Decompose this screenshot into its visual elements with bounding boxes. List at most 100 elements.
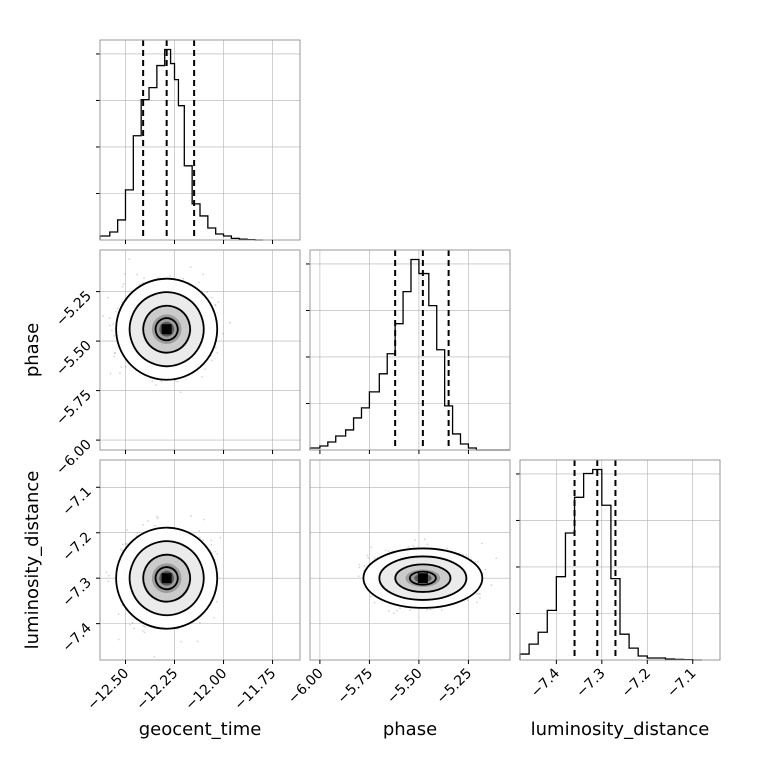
scatter-point [229, 321, 231, 324]
y-tick-label-luminosity_distance: −7.2 [59, 529, 94, 564]
contour-line [154, 317, 179, 342]
y-tick-label-phase: −5.75 [53, 387, 95, 429]
histogram-step-phase [309, 258, 510, 451]
scatter-point [155, 384, 158, 386]
scatter-point [373, 557, 376, 560]
scatter-point [358, 566, 361, 569]
scatter-point [426, 608, 428, 611]
scatter-point [407, 546, 410, 548]
scatter-point [198, 281, 201, 284]
scatter-point [490, 584, 493, 587]
contour-line [115, 526, 219, 630]
x-tick-label-phase: −5.75 [335, 666, 377, 708]
scatter-point [156, 515, 158, 518]
x-tick-label-geocent_time: −12.25 [133, 666, 181, 714]
scatter-point [179, 391, 182, 394]
scatter-point [151, 380, 154, 382]
scatter-point [128, 258, 131, 261]
panel-content [95, 460, 300, 660]
histogram-panel-geocent_time [96, 39, 301, 244]
histogram-panel-luminosity_distance [516, 459, 721, 664]
scatter-point [479, 593, 481, 596]
scatter-point [136, 531, 139, 534]
scatter-point [129, 624, 131, 626]
x-tick-label-luminosity_distance: −7.1 [664, 666, 699, 701]
scatter-point [409, 609, 411, 612]
scatter-point [203, 518, 206, 521]
scatter-point [117, 638, 120, 641]
panel-content [310, 460, 510, 660]
scatter-point [475, 593, 478, 595]
scatter-point [120, 366, 122, 368]
scatter-point [113, 334, 116, 337]
y-tick-label-phase: −5.50 [53, 338, 95, 380]
scatter-point [210, 539, 212, 542]
panel-content [98, 250, 300, 450]
scatter-point [95, 572, 97, 574]
contour-line [394, 563, 452, 593]
scatter-point [477, 560, 479, 563]
scatter-point [474, 561, 477, 563]
scatter-point [198, 530, 201, 532]
scatter-panel-luminosity_distance-vs-phase [309, 459, 511, 664]
scatter-panel-luminosity_distance-vs-geocent_time [95, 459, 301, 664]
scatter-point [160, 380, 163, 383]
scatter-point [370, 595, 372, 598]
contour-line [142, 553, 191, 603]
scatter-point [210, 296, 213, 299]
scatter-point [446, 547, 448, 550]
scatter-point [111, 329, 113, 332]
scatter-point [107, 296, 109, 299]
scatter-point [153, 656, 156, 658]
y-tick-label-luminosity_distance: −7.4 [59, 620, 94, 655]
y-axis-label-phase: phase [22, 323, 43, 377]
density-peak [161, 573, 172, 584]
density-peak [417, 573, 428, 584]
scatter-point [393, 612, 396, 614]
scatter-point [117, 613, 120, 616]
scatter-point [202, 273, 205, 276]
scatter-point [154, 525, 156, 527]
scatter-point [495, 557, 498, 560]
scatter-panel-phase-vs-geocent_time [96, 249, 301, 454]
scatter-point [121, 604, 124, 607]
scatter-point [141, 630, 144, 632]
scatter-point [157, 517, 159, 520]
x-tick-label-phase: −5.50 [384, 666, 426, 708]
x-axis-label-phase: phase [383, 719, 437, 740]
scatter-point [222, 332, 224, 335]
contour-line [362, 547, 484, 609]
panel-frame [99, 459, 301, 661]
contour-line [408, 570, 437, 586]
scatter-point [366, 554, 369, 557]
scatter-point [440, 609, 443, 611]
scatter-point [213, 616, 216, 619]
scatter-point [387, 610, 390, 612]
scatter-point [214, 304, 217, 306]
scatter-point [119, 371, 121, 374]
y-axis-label-luminosity_distance: luminosity_distance [22, 471, 43, 650]
scatter-point [114, 352, 116, 354]
contour-line [142, 304, 191, 354]
scatter-point [190, 515, 193, 518]
scatter-point [121, 549, 124, 552]
scatter-point [214, 304, 217, 307]
scatter-point [182, 277, 184, 280]
scatter-point [136, 273, 139, 276]
scatter-point [125, 543, 128, 545]
scatter-point [112, 323, 115, 325]
scatter-point [484, 568, 487, 571]
scatter-point [202, 539, 205, 541]
scatter-point [216, 553, 219, 555]
scatter-point [109, 324, 111, 327]
scatter-point [477, 592, 480, 595]
panel-frame [309, 459, 511, 661]
scatter-point [98, 356, 100, 358]
scatter-point [196, 640, 199, 643]
scatter-point [210, 543, 213, 546]
scatter-point [480, 542, 483, 545]
scatter-point [423, 538, 426, 541]
scatter-point [198, 621, 201, 624]
scatter-point [466, 599, 469, 601]
scatter-point [122, 543, 124, 546]
